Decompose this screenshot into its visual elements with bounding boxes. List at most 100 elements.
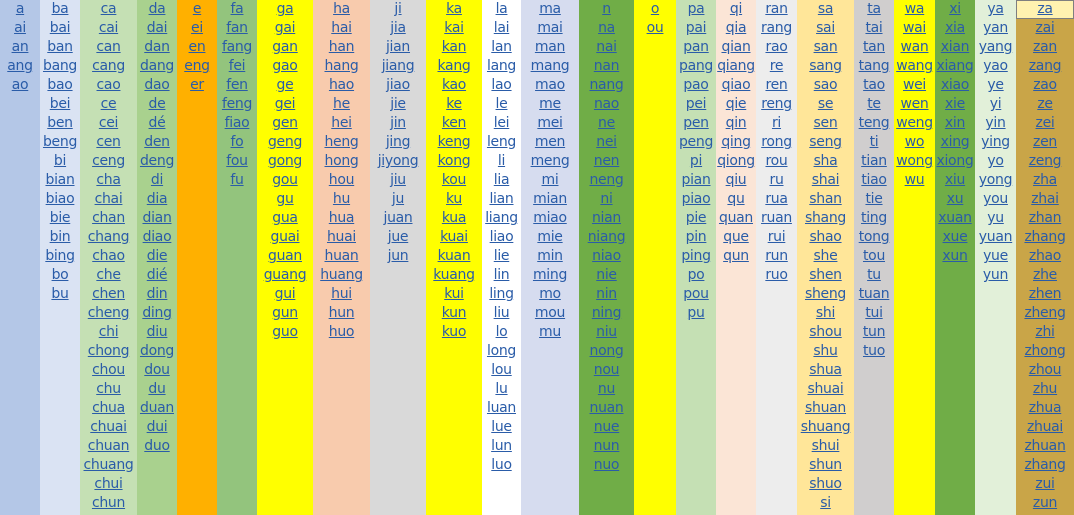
pinyin-link[interactable]: ye — [987, 77, 1004, 93]
pinyin-link[interactable]: nuo — [593, 457, 620, 473]
pinyin-link[interactable]: ge — [276, 77, 294, 93]
pinyin-link[interactable]: dang — [139, 58, 175, 74]
pinyin-link[interactable]: neng — [589, 172, 624, 188]
pinyin-link[interactable]: feng — [221, 96, 253, 112]
pinyin-link[interactable]: men — [534, 134, 566, 150]
pinyin-link[interactable]: que — [723, 229, 749, 245]
pinyin-link[interactable]: xie — [945, 96, 965, 112]
pinyin-link[interactable]: me — [539, 96, 561, 112]
pinyin-link[interactable]: pa — [687, 1, 705, 17]
pinyin-link[interactable]: lu — [495, 381, 508, 397]
pinyin-link[interactable]: nang — [589, 77, 624, 93]
pinyin-link[interactable]: min — [537, 248, 563, 264]
pinyin-link[interactable]: kuan — [437, 248, 471, 264]
pinyin-link[interactable]: yin — [985, 115, 1006, 131]
pinyin-link[interactable]: fou — [226, 153, 248, 169]
pinyin-link[interactable]: bo — [51, 267, 69, 283]
pinyin-link[interactable]: ku — [446, 191, 462, 207]
pinyin-link[interactable]: re — [769, 58, 784, 74]
pinyin-link[interactable]: sa — [817, 1, 834, 17]
pinyin-link[interactable]: peng — [678, 134, 714, 150]
pinyin-link[interactable]: chuang — [83, 457, 134, 473]
pinyin-link[interactable]: zai — [1035, 20, 1055, 36]
pinyin-link[interactable]: zang — [1028, 58, 1062, 74]
pinyin-link[interactable]: zhi — [1035, 324, 1055, 340]
pinyin-link[interactable]: an — [11, 39, 29, 55]
pinyin-link[interactable]: yun — [982, 267, 1009, 283]
pinyin-link[interactable]: quan — [718, 210, 753, 226]
pinyin-link[interactable]: gua — [272, 210, 298, 226]
pinyin-link[interactable]: bi — [53, 153, 67, 169]
pinyin-link[interactable]: zha — [1033, 172, 1057, 188]
pinyin-link[interactable]: shen — [809, 267, 842, 283]
pinyin-link[interactable]: wo — [904, 134, 925, 150]
pinyin-link[interactable]: dou — [144, 362, 170, 378]
pinyin-link[interactable]: nie — [596, 267, 617, 283]
pinyin-link[interactable]: zhang — [1024, 457, 1066, 473]
pinyin-link[interactable]: mie — [537, 229, 563, 245]
pinyin-link[interactable]: luo — [491, 457, 512, 473]
pinyin-link[interactable]: pian — [681, 172, 711, 188]
pinyin-link[interactable]: rong — [761, 134, 792, 150]
pinyin-link[interactable]: ce — [100, 96, 117, 112]
pinyin-link[interactable]: dai — [146, 20, 168, 36]
pinyin-link[interactable]: qin — [725, 115, 747, 131]
pinyin-link[interactable]: jing — [385, 134, 411, 150]
pinyin-link[interactable]: huang — [320, 267, 363, 283]
pinyin-link[interactable]: shuo — [809, 476, 842, 492]
pinyin-link[interactable]: ruan — [761, 210, 792, 226]
pinyin-link[interactable]: piao — [681, 191, 711, 207]
pinyin-link[interactable]: xue — [942, 229, 968, 245]
pinyin-link[interactable]: wa — [904, 1, 925, 17]
pinyin-link[interactable]: xian — [940, 39, 970, 55]
pinyin-link[interactable]: qiu — [725, 172, 747, 188]
pinyin-link[interactable]: yi — [989, 96, 1002, 112]
pinyin-link[interactable]: leng — [486, 134, 517, 150]
pinyin-link[interactable]: ne — [598, 115, 615, 131]
pinyin-link[interactable]: bing — [45, 248, 75, 264]
pinyin-link[interactable]: jue — [387, 229, 409, 245]
pinyin-link[interactable]: duan — [139, 400, 174, 416]
pinyin-link[interactable]: zhuai — [1026, 419, 1064, 435]
pinyin-link[interactable]: kang — [437, 58, 471, 74]
pinyin-link[interactable]: yao — [983, 58, 1008, 74]
pinyin-link[interactable]: nai — [596, 39, 617, 55]
pinyin-link[interactable]: xu — [946, 191, 964, 207]
pinyin-link[interactable]: shui — [811, 438, 840, 454]
pinyin-link[interactable]: ju — [391, 191, 405, 207]
pinyin-link[interactable]: fa — [230, 1, 244, 17]
pinyin-link[interactable]: kun — [441, 305, 467, 321]
pinyin-link[interactable]: hou — [328, 172, 355, 188]
pinyin-link[interactable]: jian — [385, 39, 411, 55]
pinyin-link[interactable]: nu — [597, 381, 616, 397]
pinyin-link[interactable]: bu — [51, 286, 69, 302]
pinyin-link[interactable]: tun — [862, 324, 886, 340]
pinyin-link[interactable]: chan — [92, 210, 125, 226]
pinyin-link[interactable]: san — [813, 39, 838, 55]
pinyin-link[interactable]: bin — [49, 229, 71, 245]
pinyin-link[interactable]: juan — [383, 210, 413, 226]
pinyin-link[interactable]: pou — [683, 286, 709, 302]
pinyin-link[interactable]: rao — [765, 39, 788, 55]
pinyin-link[interactable]: wei — [902, 77, 927, 93]
pinyin-link[interactable]: ri — [771, 115, 782, 131]
pinyin-link[interactable]: shai — [811, 172, 840, 188]
pinyin-link[interactable]: man — [534, 39, 566, 55]
pinyin-link[interactable]: jia — [390, 20, 406, 36]
pinyin-link[interactable]: guang — [263, 267, 307, 283]
pinyin-link[interactable]: a — [15, 1, 25, 17]
pinyin-link[interactable]: pan — [683, 39, 709, 55]
pinyin-link[interactable]: xiong — [936, 153, 974, 169]
pinyin-link[interactable]: chua — [92, 400, 125, 416]
pinyin-link[interactable]: lia — [493, 172, 510, 188]
pinyin-link[interactable]: mao — [535, 77, 565, 93]
pinyin-link[interactable]: hao — [328, 77, 355, 93]
pinyin-link[interactable]: zao — [1033, 77, 1057, 93]
pinyin-link[interactable]: zhang — [1024, 229, 1066, 245]
pinyin-link[interactable]: zhua — [1028, 400, 1062, 416]
pinyin-link[interactable]: jun — [387, 248, 409, 264]
pinyin-link[interactable]: pai — [685, 20, 707, 36]
pinyin-link[interactable]: nou — [593, 362, 620, 378]
pinyin-link[interactable]: duo — [144, 438, 170, 454]
pinyin-link[interactable]: dia — [146, 191, 168, 207]
